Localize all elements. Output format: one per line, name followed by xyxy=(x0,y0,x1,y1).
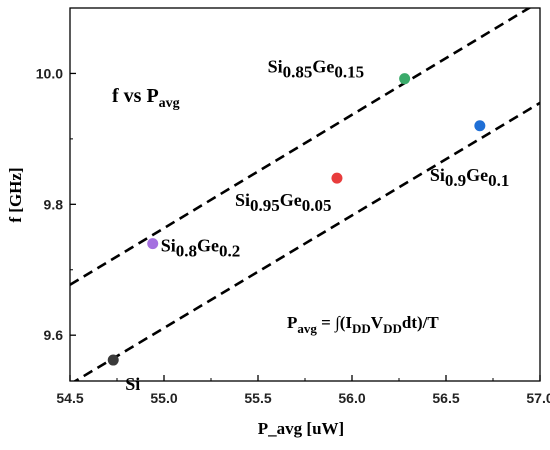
x-tick-label: 55.0 xyxy=(150,390,177,406)
point-label-Si0.85Ge0.15: Si0.85Ge0.15 xyxy=(268,57,365,82)
x-tick-label: 57.0 xyxy=(526,390,550,406)
y-tick-label: 9.6 xyxy=(44,327,64,343)
plot-area xyxy=(69,7,541,382)
y-tick-label: 10.0 xyxy=(36,65,63,81)
y-tick-label: 9.8 xyxy=(44,196,64,212)
point-Si0.85Ge0.15 xyxy=(399,73,411,85)
y-axis-label: f [GHz] xyxy=(6,167,25,222)
point-Si xyxy=(107,354,119,366)
inner-title-main: f vs P xyxy=(112,85,159,107)
point-Si0.95Ge0.05 xyxy=(331,172,343,184)
point-labels: Si Si0.8Ge0.2 Si0.95Ge0.05 Si0.85Ge0.15 Si0.… xyxy=(125,57,509,394)
inner-title: f vs Pavg xyxy=(112,85,180,111)
point-label-Si0.9Ge0.1: Si0.9Ge0.1 xyxy=(430,165,510,190)
point-label-Si0.95Ge0.05: Si0.95Ge0.05 xyxy=(235,190,332,215)
x-tick-label: 55.5 xyxy=(244,390,271,406)
point-label-Si0.8Ge0.2: Si0.8Ge0.2 xyxy=(161,236,241,261)
x-tick-label: 56.5 xyxy=(432,390,459,406)
axis-ticks: 54.5 55.0 55.5 56.0 56.5 57.0 9.6 9.8 10.0 xyxy=(36,7,550,406)
trend-line-upper xyxy=(70,8,532,286)
data-points xyxy=(107,73,486,366)
trend-line-lower xyxy=(72,101,540,381)
x-axis-label: P_avg [uW] xyxy=(258,419,344,438)
inner-title-sub: avg xyxy=(159,96,180,111)
x-tick-label: 56.0 xyxy=(338,390,365,406)
trend-lines xyxy=(70,8,540,381)
point-label-Si: Si xyxy=(125,374,140,394)
formula-annotation: Pavg = ∫(IDDVDDdt)/T xyxy=(287,313,439,336)
point-Si0.8Ge0.2 xyxy=(147,238,159,250)
x-tick-label: 54.5 xyxy=(56,390,83,406)
point-Si0.9Ge0.1 xyxy=(474,120,486,132)
